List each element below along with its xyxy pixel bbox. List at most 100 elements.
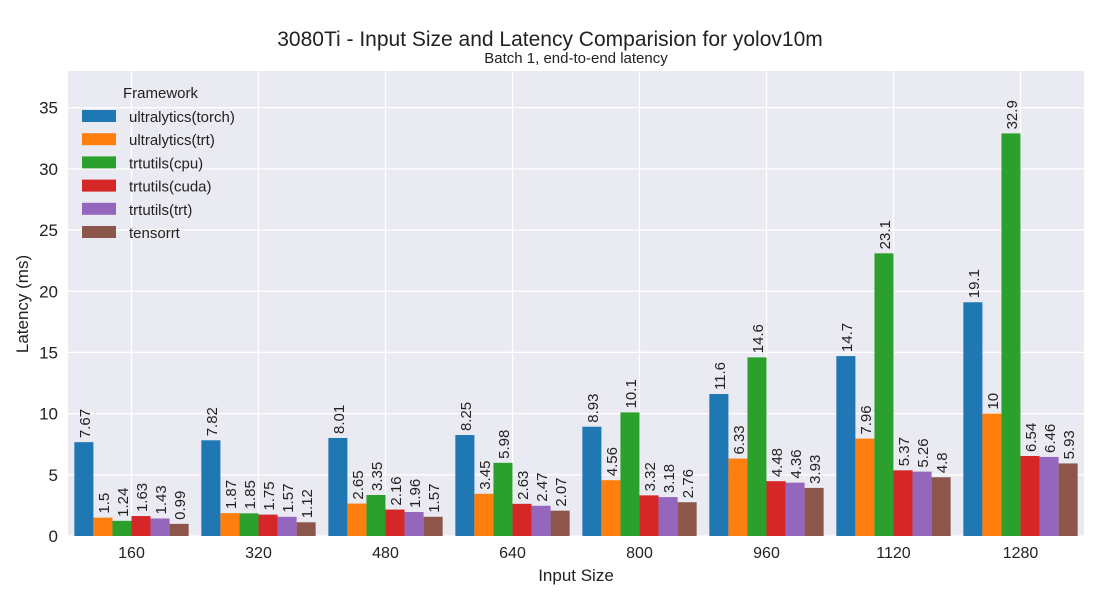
- bar: [639, 495, 659, 536]
- x-axis: 160 320 480 640 800 960 1120 1280: [118, 545, 1038, 562]
- x-tick-label: 160: [118, 545, 145, 562]
- data-labels: 7.67 7.82 8.01 8.25 8.93 11.6 14.7 19.1 1.5 1.87 2…: [77, 100, 1078, 520]
- bar: [455, 435, 475, 536]
- x-tick-label: 1120: [876, 545, 911, 562]
- bar: [296, 522, 316, 536]
- bar: [93, 517, 113, 536]
- legend-swatch: [82, 110, 116, 122]
- bar: [366, 495, 386, 536]
- chart-title: 3080Ti - Input Size and Latency Comparis…: [277, 28, 823, 51]
- bar: [493, 462, 513, 536]
- bar: [855, 438, 875, 536]
- bar-value-label: 1.63: [134, 483, 151, 512]
- bar-value-label: 6.46: [1042, 424, 1059, 453]
- bar-value-label: 4.36: [788, 449, 805, 478]
- y-tick-label: 15: [39, 343, 58, 362]
- bar: [150, 518, 170, 536]
- bar: [404, 512, 424, 536]
- y-tick-label: 5: [49, 466, 58, 485]
- bar-value-label: 6.54: [1023, 423, 1040, 452]
- bar: [258, 514, 278, 536]
- y-tick-label: 30: [39, 160, 58, 179]
- legend-swatch: [82, 156, 116, 169]
- bar: [550, 510, 570, 536]
- bar: [601, 480, 621, 536]
- bar: [131, 516, 151, 536]
- x-tick-label: 1280: [1003, 545, 1039, 562]
- bar: [747, 357, 767, 536]
- bar-value-label: 19.1: [966, 269, 983, 298]
- bar-value-label: 3.18: [661, 464, 678, 493]
- bar: [220, 513, 240, 536]
- bar-value-label: 2.47: [534, 473, 551, 502]
- legend-swatch: [82, 179, 116, 192]
- bar-value-label: 10: [985, 393, 1002, 410]
- bar-value-label: 7.67: [77, 409, 94, 438]
- bar: [785, 482, 805, 536]
- bar: [893, 470, 913, 536]
- y-axis-label: Latency (ms): [13, 255, 32, 353]
- chart-subtitle: Batch 1, end-to-end latency: [484, 50, 668, 67]
- bar-value-label: 2.65: [350, 470, 367, 499]
- bar-value-label: 3.93: [807, 455, 824, 484]
- bar: [912, 471, 932, 536]
- bar-value-label: 10.1: [623, 379, 640, 408]
- bar: [804, 487, 824, 536]
- x-tick-label: 960: [753, 545, 780, 562]
- legend-entry: trtutils(cuda): [129, 179, 212, 196]
- bar: [277, 516, 297, 536]
- bar: [385, 509, 405, 536]
- bar-value-label: 1.85: [242, 480, 259, 509]
- bar-value-label: 1.12: [299, 489, 316, 518]
- bar: [1001, 133, 1021, 536]
- bar-value-label: 1.24: [115, 488, 132, 517]
- bar-value-label: 2.76: [680, 469, 697, 498]
- bar: [347, 503, 367, 536]
- bar: [423, 516, 443, 536]
- bar-value-label: 5.37: [896, 437, 913, 466]
- bar-value-label: 4.48: [769, 448, 786, 477]
- bar: [874, 253, 894, 536]
- bar-value-label: 0.99: [172, 491, 189, 520]
- bar: [620, 412, 640, 536]
- bar: [836, 356, 856, 536]
- bar-value-label: 1.57: [280, 484, 297, 513]
- bar-value-label: 1.5: [96, 493, 113, 514]
- bar-value-label: 8.01: [331, 405, 348, 434]
- bar-value-label: 7.82: [204, 407, 221, 436]
- bar-value-label: 14.7: [839, 323, 856, 352]
- y-tick-label: 35: [39, 99, 58, 118]
- legend-swatch: [82, 133, 116, 146]
- bar: [677, 502, 697, 536]
- bar-value-label: 23.1: [877, 220, 894, 249]
- bar-value-label: 1.57: [426, 484, 443, 513]
- bar: [201, 440, 221, 536]
- bar-value-label: 5.93: [1061, 430, 1078, 459]
- bar-value-label: 1.43: [153, 485, 170, 514]
- x-axis-label: Input Size: [538, 566, 614, 585]
- bar: [74, 442, 94, 536]
- bar: [658, 497, 678, 536]
- bar: [963, 302, 983, 536]
- bar: [1058, 463, 1078, 536]
- legend-entry: ultralytics(trt): [129, 132, 215, 149]
- bar: [709, 394, 729, 536]
- bar-value-label: 8.25: [458, 402, 475, 431]
- bar-value-label: 1.96: [407, 479, 424, 508]
- bar-value-label: 2.07: [553, 477, 570, 506]
- y-tick-label: 20: [39, 282, 58, 301]
- bar-value-label: 14.6: [750, 324, 767, 353]
- bar: [474, 493, 494, 536]
- bar-value-label: 6.33: [731, 425, 748, 454]
- bar-value-label: 7.96: [858, 405, 875, 434]
- legend-swatch: [82, 226, 116, 238]
- bar-value-label: 4.8: [934, 452, 951, 473]
- x-tick-label: 480: [372, 545, 399, 562]
- bar: [531, 505, 551, 536]
- bar-value-label: 8.93: [585, 394, 602, 423]
- legend-title: Framework: [123, 85, 199, 102]
- bar-value-label: 32.9: [1004, 100, 1021, 129]
- bar: [728, 458, 748, 536]
- x-tick-label: 800: [626, 545, 653, 562]
